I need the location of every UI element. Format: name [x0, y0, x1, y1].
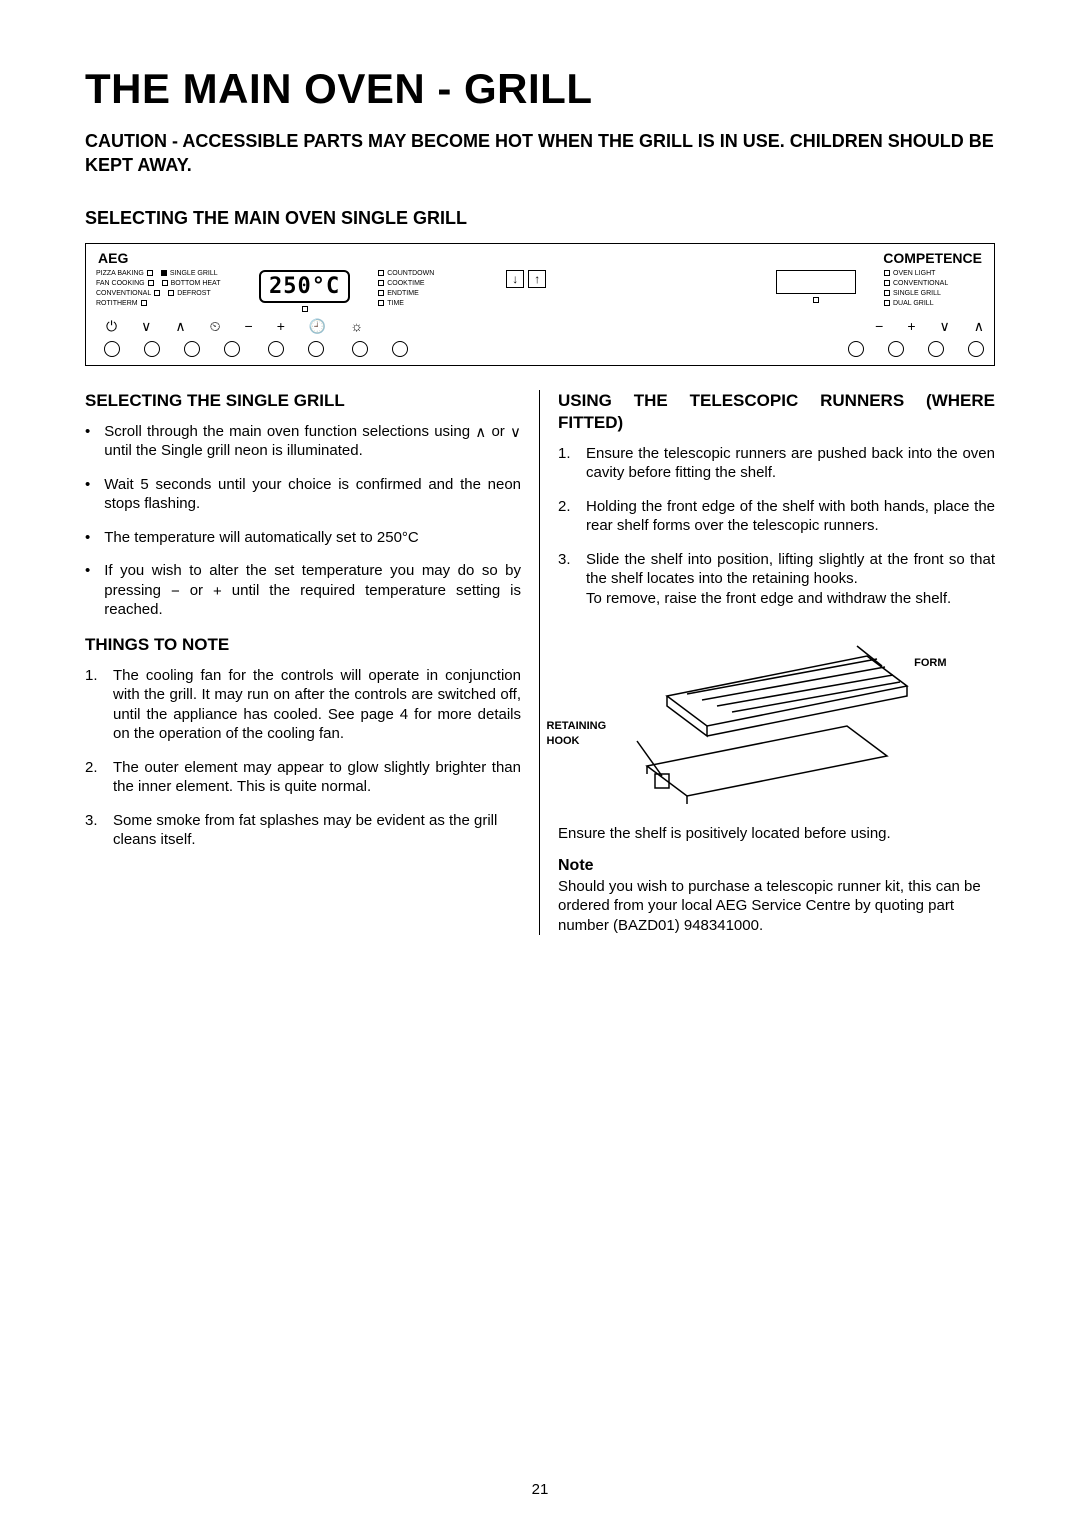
ensure-text: Ensure the shelf is positively located b… [558, 824, 995, 844]
label-conventional-2: CONVENTIONAL [893, 280, 948, 287]
oven-control-panel: AEG COMPETENCE PIZZA BAKING SINGLE GRILL… [85, 243, 995, 366]
minus-icon-inline: − [171, 582, 180, 602]
knob-row [96, 341, 984, 357]
bullet-3: The temperature will automatically set t… [104, 528, 521, 548]
label-countdown: COUNTDOWN [387, 270, 434, 277]
label-endtime: ENDTIME [387, 290, 419, 297]
label-dual-grill: DUAL GRILL [893, 300, 934, 307]
chevron-down-icon-2: ∨ [940, 318, 950, 335]
label-bottom-heat: BOTTOM HEAT [171, 280, 221, 287]
note-2: The outer element may appear to glow sli… [113, 758, 521, 797]
label-rotitherm: ROTITHERM [96, 300, 138, 307]
note-1: The cooling fan for the controls will op… [113, 666, 521, 744]
secondary-display [776, 270, 856, 294]
retaining-hook-label: RETAINING HOOK [547, 719, 607, 748]
telescopic-heading: USING THE TELESCOPIC RUNNERS (WHERE FITT… [558, 390, 995, 434]
clock-set-icon: ⏲ [210, 318, 221, 335]
page-number: 21 [532, 1481, 549, 1498]
caution-text: CAUTION - ACCESSIBLE PARTS MAY BECOME HO… [85, 129, 995, 178]
clock-icon: 🕘 [309, 318, 326, 335]
label-defrost: DEFROST [177, 290, 210, 297]
up-arrow-icon: ↑ [528, 270, 546, 288]
note-3: Some smoke from fat splashes may be evid… [113, 811, 521, 850]
page-title: THE MAIN OVEN - GRILL [85, 65, 995, 113]
label-oven-light: OVEN LIGHT [893, 270, 935, 277]
shelf-diagram: FORM RETAINING HOOK [607, 626, 947, 806]
form-label: FORM [914, 656, 946, 670]
step-1: Ensure the telescopic runners are pushed… [586, 444, 995, 483]
sun-icon: ☼ [350, 318, 363, 334]
chevron-up-icon-2: ∧ [974, 318, 984, 335]
label-single-grill: SINGLE GRILL [170, 270, 218, 277]
label-pizza-baking: PIZZA BAKING [96, 270, 144, 277]
minus-icon-2: − [875, 318, 883, 334]
chevron-down-icon-inline: ∨ [510, 423, 521, 443]
symbol-row: ⏻ ∨ ∧ ⏲ − + 🕘 ☼ − + ∨ ∧ [96, 318, 984, 335]
chevron-up-icon-inline: ∧ [475, 423, 486, 443]
label-conventional: CONVENTIONAL [96, 290, 151, 297]
selecting-heading: SELECTING THE MAIN OVEN SINGLE GRILL [85, 208, 995, 229]
plus-icon: + [277, 318, 285, 334]
temperature-display: 250°C [259, 270, 350, 303]
step-2: Holding the front edge of the shelf with… [586, 497, 995, 536]
chevron-down-icon: ∨ [141, 318, 151, 335]
step-3: Slide the shelf into position, lifting s… [586, 550, 995, 609]
bullet-4: If you wish to alter the set temperature… [104, 561, 521, 620]
selecting-single-grill-heading: SELECTING THE SINGLE GRILL [85, 390, 521, 412]
brand-label: AEG [98, 250, 128, 266]
plus-icon-inline: + [213, 582, 222, 602]
bullet-2: Wait 5 seconds until your choice is conf… [104, 475, 521, 514]
label-fan-cooking: FAN COOKING [96, 280, 145, 287]
label-cooktime: COOKTIME [387, 280, 424, 287]
chevron-up-icon: ∧ [175, 318, 185, 335]
minus-icon: − [245, 318, 253, 334]
label-time: TIME [387, 300, 404, 307]
power-icon: ⏻ [106, 318, 117, 335]
plus-icon-2: + [907, 318, 915, 334]
model-label: COMPETENCE [883, 250, 982, 266]
bullet-1: Scroll through the main oven function se… [104, 422, 521, 461]
note-body: Should you wish to purchase a telescopic… [558, 877, 995, 936]
down-arrow-icon: ↓ [506, 270, 524, 288]
label-single-grill-2: SINGLE GRILL [893, 290, 941, 297]
things-to-note-heading: THINGS TO NOTE [85, 634, 521, 656]
note-heading: Note [558, 856, 995, 877]
